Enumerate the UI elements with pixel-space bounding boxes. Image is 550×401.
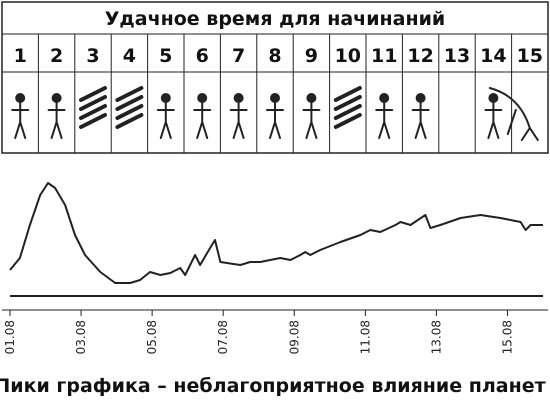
body	[302, 101, 321, 139]
day-number: 11	[371, 45, 397, 67]
x-tick-label: 11.08	[358, 320, 372, 354]
day-icon	[79, 86, 107, 129]
day-number: 12	[407, 45, 433, 67]
day-icon	[484, 93, 503, 139]
day-icon	[115, 86, 144, 129]
stripe	[79, 86, 107, 102]
x-tick-label: 09.08	[287, 320, 301, 354]
day-icon	[11, 93, 30, 139]
head	[488, 93, 499, 103]
head	[270, 93, 280, 103]
stripe	[333, 86, 362, 102]
x-tick-label: 15.08	[500, 320, 514, 354]
body	[375, 101, 394, 139]
day-number: 6	[196, 45, 209, 67]
x-tick-label: 01.08	[3, 320, 17, 354]
day-number: 14	[480, 45, 506, 67]
head	[415, 93, 426, 103]
day-icon	[333, 86, 362, 129]
line-series	[9, 182, 543, 284]
head	[15, 93, 26, 103]
day-number: 13	[444, 45, 470, 67]
stripe	[79, 113, 107, 129]
day-icon	[47, 93, 66, 139]
body	[266, 101, 284, 139]
stripe	[79, 95, 107, 111]
day-icon	[193, 93, 212, 139]
body	[156, 101, 175, 139]
day-number: 1	[14, 45, 27, 67]
stripe	[115, 113, 144, 129]
x-tick-label: 03.08	[74, 320, 88, 354]
day-number: 3	[86, 45, 99, 67]
x-tick-label: 13.08	[429, 320, 443, 354]
x-tick-label: 07.08	[216, 320, 230, 354]
day-number: 15	[517, 45, 543, 67]
day-icon	[302, 93, 321, 139]
chart: 01.08 03.08 05.08 07.08 09.08 11.08 13.08 15.08	[2, 182, 548, 354]
stripe	[333, 113, 362, 129]
head	[197, 93, 208, 103]
stripe	[115, 95, 144, 111]
day-icon	[488, 87, 539, 141]
body	[488, 87, 539, 141]
stripe	[333, 104, 362, 120]
stripe	[115, 104, 144, 120]
day-number: 10	[335, 45, 361, 67]
head	[379, 93, 390, 103]
stripe	[79, 104, 107, 120]
stripe	[115, 86, 144, 102]
day-icon	[375, 93, 394, 139]
day-number: 2	[50, 45, 63, 67]
day-icon	[156, 93, 175, 139]
body	[229, 101, 248, 139]
day-icon	[229, 93, 248, 139]
head	[306, 93, 317, 103]
day-number: 9	[305, 45, 318, 67]
body	[484, 101, 503, 139]
body	[411, 101, 430, 139]
caption: Пики графика – неблагоприятное влияние п…	[0, 375, 546, 397]
head	[160, 93, 171, 103]
body	[193, 101, 212, 139]
x-tick-label: 05.08	[145, 320, 159, 354]
table-title: Удачное время для начинаний	[105, 8, 445, 30]
body	[11, 101, 30, 139]
day-number: 8	[268, 45, 281, 67]
table-border	[1, 1, 549, 154]
head	[51, 93, 62, 103]
day-number: 7	[232, 45, 245, 67]
stripe	[333, 95, 362, 111]
day-columns: 1 2 3 4 5 6 7 8 9 10 11 12 13 14 15	[11, 34, 543, 153]
head	[233, 93, 244, 103]
day-icon	[411, 93, 430, 139]
body	[47, 101, 66, 139]
day-number: 5	[159, 45, 172, 67]
day-icon	[266, 93, 284, 139]
day-number: 4	[123, 45, 136, 67]
